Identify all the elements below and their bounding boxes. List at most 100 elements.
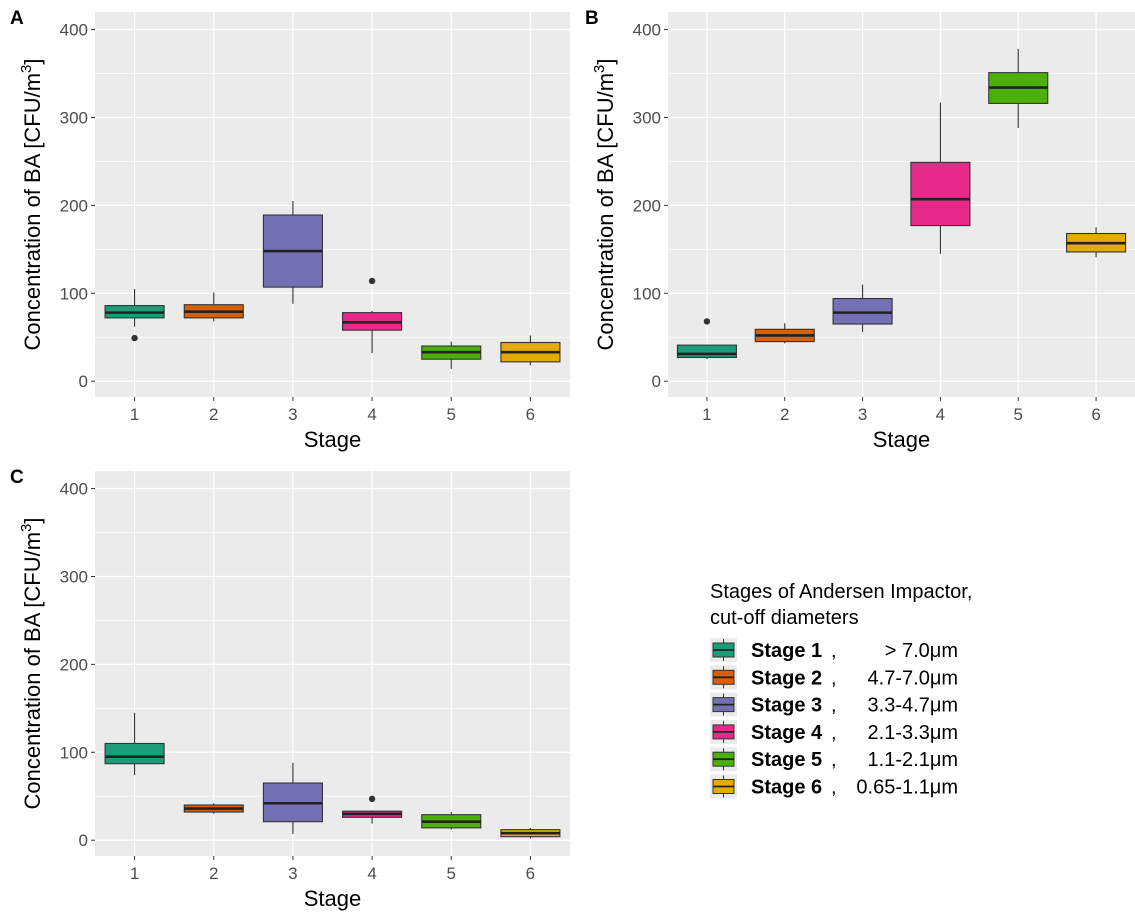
box-stage-5 [421,812,482,830]
y-axis-title-bracket: ] [20,58,45,64]
legend-item-stage-2: Stage 2, 4.7-7.0μm [710,665,958,690]
y-tick-label: 200 [60,196,88,215]
box-stage-6 [500,335,561,366]
y-tick-label: 100 [633,284,661,303]
box-stage-1 [104,288,165,342]
x-tick-label: 5 [1014,405,1023,424]
box-iqr [832,298,893,325]
x-tick-label: 4 [367,405,376,424]
outlier-point [368,277,376,285]
legend-item-name: Stage 2 [751,667,822,689]
y-axis-title-text: Concentration of BA [CFU/m [593,73,618,351]
x-tick-label: 1 [130,864,139,883]
y-axis-title: Concentration of BA [CFU/m3] [18,517,45,809]
y-tick-label: 100 [60,743,88,762]
legend: Stages of Andersen Impactor, cut-off dia… [710,581,972,799]
chart-panel-b: 0 100 200 300 400 1 2 3 4 5 6 B Stage Concentration o… [585,8,1135,452]
box-stage-1 [676,318,737,360]
legend-title-line1: Stages of Andersen Impactor, [710,581,972,603]
y-axis-title: Concentration of BA [CFU/m3] [18,58,45,350]
x-tick-label: 5 [447,864,456,883]
panel-label: A [10,8,24,29]
legend-item-name: Stage 3 [751,695,822,717]
y-axis-title-bracket: ] [20,517,45,523]
x-tick-label: 6 [1091,405,1100,424]
box-stage-3 [832,284,893,332]
y-tick-label: 200 [633,196,661,215]
legend-item-name: Stage 5 [751,749,822,771]
x-tick-label: 2 [209,405,218,424]
y-tick-label: 400 [60,21,88,40]
y-tick-label: 0 [652,372,661,391]
x-axis-title: Stage [873,427,931,452]
box-stage-2 [754,323,815,344]
box-stage-1 [104,712,165,776]
y-tick-label: 300 [60,567,88,586]
x-tick-label: 3 [288,405,297,424]
y-tick-label: 0 [79,372,88,391]
legend-item-range: 3.3-4.7μm [868,695,958,717]
y-tick-label: 0 [79,831,88,850]
y-axis-title-superscript: 3 [18,65,35,73]
legend-item-name: Stage 4 [751,722,823,744]
box-iqr [910,161,971,227]
legend-item-comma: , [831,695,837,717]
box-stage-4 [342,277,403,354]
x-tick-label: 5 [447,405,456,424]
legend-item-name: Stage 6 [751,777,822,799]
y-tick-label: 200 [60,655,88,674]
legend-item-comma: , [831,640,837,662]
chart-panel-a: 0 100 200 300 400 1 2 3 4 5 6 A Stage Concentration o… [10,8,570,452]
legend-items: Stage 1, > 7.0μm Stage 2, 4.7-7.0μm Stage 3,… [710,638,958,799]
panel-label: C [10,467,24,488]
plot-background [95,12,570,397]
legend-item-name: Stage 1 [751,640,822,662]
x-tick-label: 3 [858,405,867,424]
y-axis-title-text: Concentration of BA [CFU/m [20,73,45,351]
chart-panel-c: 0 100 200 300 400 1 2 3 4 5 6 C Stage Concentration o… [10,467,570,911]
legend-item-stage-1: Stage 1, > 7.0μm [710,638,958,662]
box-stage-6 [500,827,561,839]
box-stage-5 [988,48,1049,129]
legend-item-comma: , [831,667,837,689]
y-axis-title-text: Concentration of BA [CFU/m [20,532,45,810]
y-tick-label: 300 [633,108,661,127]
y-tick-label: 400 [633,21,661,40]
box-stage-2 [183,803,244,814]
legend-item-comma: , [831,722,837,744]
outlier-point [131,334,138,342]
box-stage-5 [421,341,482,369]
x-axis-title: Stage [304,886,362,911]
y-axis-title-bracket: ] [593,58,618,64]
outlier-point [703,318,711,325]
x-tick-label: 3 [288,864,297,883]
box-stage-2 [183,292,244,322]
legend-item-range: 2.1-3.3μm [868,722,958,744]
x-tick-label: 1 [702,405,711,424]
box-iqr [676,344,737,358]
legend-item-comma: , [831,749,837,771]
y-tick-label: 400 [60,480,88,499]
x-tick-label: 2 [209,864,218,883]
box-iqr [104,742,165,765]
legend-item-stage-6: Stage 6, 0.65-1.1μm [710,774,958,799]
plot-background [95,471,570,856]
y-axis-title: Concentration of BA [CFU/m3] [591,58,618,350]
legend-item-range: 0.65-1.1μm [856,777,958,799]
legend-item-range: 1.1-2.1μm [868,749,958,771]
legend-item-range: 4.7-7.0μm [868,667,958,689]
plot-background [668,12,1135,397]
x-tick-label: 4 [936,405,945,424]
box-stage-3 [262,200,323,304]
x-tick-label: 2 [780,405,789,424]
legend-item-comma: , [831,777,837,799]
y-tick-label: 300 [60,108,88,127]
legend-item-stage-5: Stage 5, 1.1-2.1μm [710,747,958,772]
x-tick-label: 1 [130,405,139,424]
x-tick-label: 4 [367,864,376,883]
x-tick-label: 6 [526,864,535,883]
box-stage-4 [910,102,971,254]
legend-item-range: > 7.0μm [885,640,958,662]
